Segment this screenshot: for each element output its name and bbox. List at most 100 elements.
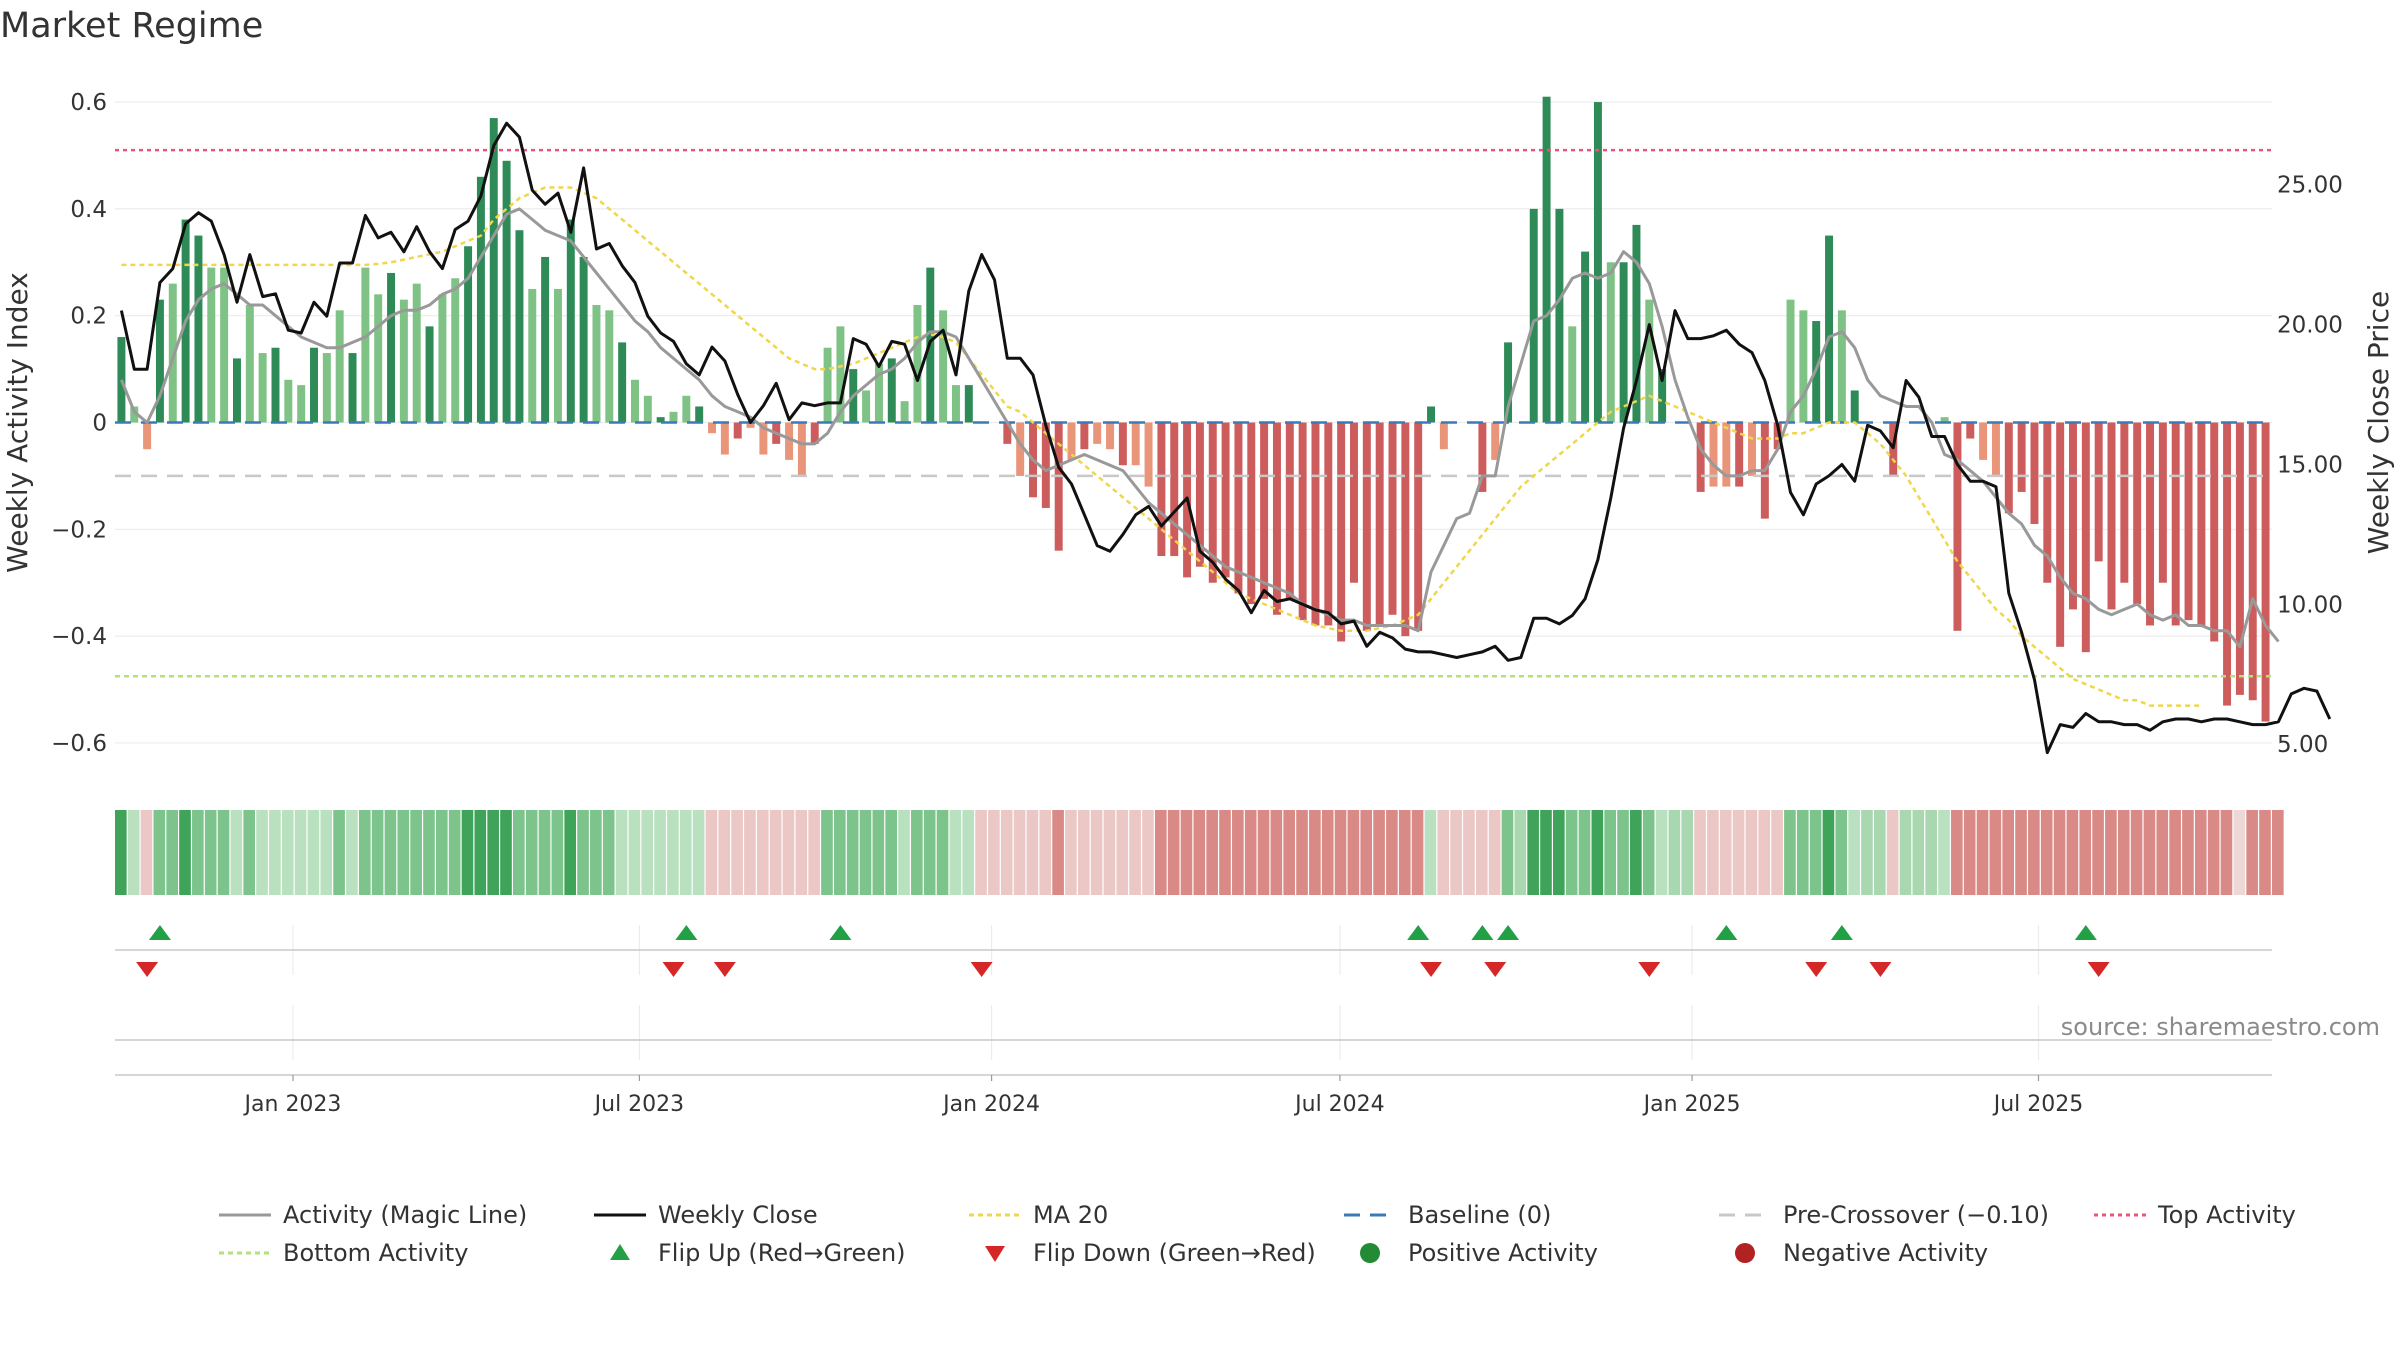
activity-bar — [553, 288, 562, 423]
regime-strip-cell — [243, 810, 256, 895]
y-tick-label-left: −0.6 — [51, 731, 107, 757]
activity-bar — [1735, 422, 1744, 487]
regime-strip-cell — [1719, 810, 1732, 895]
activity-bar — [1504, 342, 1513, 423]
activity-bar — [1298, 422, 1307, 621]
activity-bar — [1106, 422, 1115, 450]
regime-strip-cell — [1707, 810, 1719, 895]
activity-bar — [1350, 422, 1358, 583]
regime-strip-cell — [590, 810, 602, 895]
legend-label-negact: Negative Activity — [1783, 1239, 1989, 1267]
regime-strip-cell — [2053, 810, 2066, 895]
regime-strip-cell — [885, 810, 897, 895]
activity-bar — [502, 160, 511, 423]
activity-bar — [220, 267, 229, 423]
activity-bar — [656, 417, 665, 423]
regime-strip-cell — [1180, 810, 1193, 895]
flip-up-marker — [1830, 925, 1853, 940]
activity-bar — [2094, 422, 2103, 562]
y-tick-label-right: 20.00 — [2277, 313, 2343, 339]
activity-bar — [284, 379, 293, 423]
y-tick-label-right: 5.00 — [2277, 732, 2328, 758]
legend-symbol-magic — [219, 1213, 271, 1217]
activity-bar — [2248, 422, 2257, 701]
regime-strip-cell — [2246, 810, 2258, 895]
weekly-close-line — [119, 121, 2332, 755]
activity-bar — [785, 422, 794, 460]
activity-bar — [823, 347, 832, 423]
activity-bar — [720, 422, 729, 455]
x-tick-label: Jul 2025 — [1992, 1092, 2084, 1117]
regime-strip-cell — [936, 810, 949, 895]
y-tick-label-right: 25.00 — [2277, 173, 2343, 199]
legend-label-flipdown: Flip Down (Green→Red) — [1033, 1239, 1316, 1267]
activity-bar — [1966, 422, 1975, 439]
regime-strip-cell — [1963, 810, 1976, 895]
activity-bar — [1157, 422, 1166, 557]
activity-bar — [1170, 422, 1179, 557]
activity-bar — [1542, 96, 1551, 423]
regime-strip-cell — [705, 810, 718, 895]
activity-bar — [1016, 422, 1025, 476]
regime-strip-cell — [2002, 810, 2015, 895]
x-tick-label: Jan 2023 — [243, 1092, 342, 1117]
regime-strip-cell — [1065, 810, 1077, 895]
legend-symbol-baseline — [1344, 1213, 1396, 1217]
flip-down-marker — [136, 962, 159, 977]
activity-bar — [451, 278, 460, 423]
regime-strip-cell — [204, 810, 217, 895]
regime-strip-cell — [1822, 810, 1835, 895]
activity-bar — [708, 422, 717, 434]
activity-bar — [155, 299, 164, 423]
regime-strip-cell — [1488, 810, 1501, 895]
regime-strip-cell — [487, 810, 499, 895]
regime-strip-cell — [474, 810, 487, 895]
regime-strip-cell — [500, 810, 512, 895]
regime-strip-cell — [1784, 810, 1796, 895]
legend-label-precross: Pre-Crossover (−0.10) — [1783, 1201, 2050, 1229]
regime-strip-cell — [346, 810, 358, 895]
regime-strip-cell — [1540, 810, 1552, 895]
regime-strip-cell — [846, 810, 859, 895]
activity-bar — [1632, 224, 1641, 423]
activity-bar — [2184, 422, 2193, 621]
regime-strip-cell — [410, 810, 422, 895]
regime-strip-cell — [1578, 810, 1591, 895]
activity-bar — [245, 305, 254, 423]
chart-legend: Activity (Magic Line) Weekly Close MA 20… — [0, 1198, 2400, 1298]
activity-bar — [1208, 422, 1217, 583]
activity-bar — [2146, 422, 2155, 626]
regime-strip-cell — [1052, 810, 1064, 895]
regime-strip-cell — [821, 810, 833, 895]
regime-strip-cell — [641, 810, 654, 895]
activity-bar — [1221, 422, 1230, 578]
legend-symbol-precross — [1719, 1213, 1771, 1217]
flip-up-marker — [1715, 925, 1738, 940]
activity-bar — [618, 342, 627, 423]
activity-bar — [1041, 422, 1050, 508]
legend-symbol-top — [2094, 1213, 2146, 1217]
regime-strip-cell — [859, 810, 872, 895]
activity-bar — [1606, 262, 1615, 423]
flip-up-marker — [1471, 925, 1494, 940]
flip-up-marker — [675, 925, 698, 940]
x-tick-label: Jan 2025 — [1642, 1092, 1741, 1117]
activity-bar — [1362, 422, 1371, 631]
regime-strip-cell — [1090, 810, 1103, 895]
regime-strip-cell — [1463, 810, 1475, 895]
regime-strip-cell — [1193, 810, 1206, 895]
regime-strip-cell — [2272, 810, 2284, 895]
flip-up-marker — [2074, 925, 2097, 940]
legend-item-magic: Activity (Magic Line) — [215, 1198, 527, 1232]
y-tick-label-left: 0.2 — [70, 304, 107, 330]
legend-symbol-bottom — [219, 1251, 271, 1255]
activity-bar — [2133, 422, 2142, 605]
regime-strip-cell — [692, 810, 705, 895]
regime-strip-cell — [256, 810, 268, 895]
legend-label-posact: Positive Activity — [1408, 1239, 1598, 1267]
flip-down-marker — [1869, 962, 1892, 977]
y-tick-label-left: 0.6 — [70, 90, 107, 116]
regime-strip-cell — [2130, 810, 2143, 895]
regime-strip-cell — [628, 810, 641, 895]
regime-strip-cell — [1103, 810, 1116, 895]
